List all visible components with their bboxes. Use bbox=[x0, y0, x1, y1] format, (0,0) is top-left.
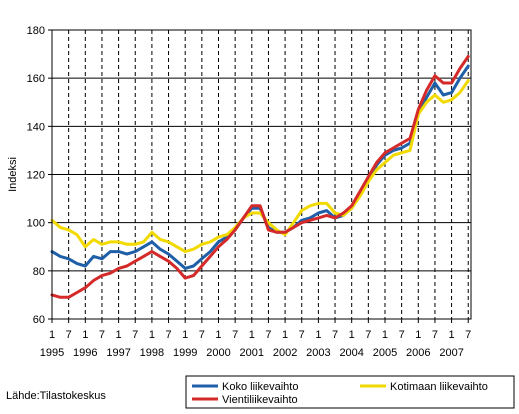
x-tick-month-label: 7 bbox=[232, 329, 238, 341]
y-tick-label: 180 bbox=[27, 25, 45, 37]
series-line-3 bbox=[50, 55, 470, 299]
x-tick-month-label: 1 bbox=[149, 329, 155, 341]
x-tick-month-label: 7 bbox=[99, 329, 105, 341]
x-tick-year-label: 2006 bbox=[406, 347, 430, 359]
x-tick-month-label: 1 bbox=[82, 329, 88, 341]
legend-label: Kotimaan liikevaihto bbox=[390, 381, 488, 393]
x-tick-year-label: 2001 bbox=[240, 347, 264, 359]
x-tick-month-label: 1 bbox=[382, 329, 388, 341]
x-tick-month-label: 7 bbox=[465, 329, 471, 341]
y-tick-label: 160 bbox=[27, 73, 45, 85]
x-tick-year-label: 2003 bbox=[306, 347, 330, 359]
x-tick-year-label: 1995 bbox=[40, 347, 64, 359]
source-note: Lähde:Tilastokeskus bbox=[6, 390, 106, 402]
legend-label: Koko liikevaihto bbox=[222, 381, 298, 393]
x-tick-month-label: 1 bbox=[282, 329, 288, 341]
x-tick-month-label: 1 bbox=[415, 329, 421, 341]
legend-box bbox=[185, 375, 515, 409]
y-axis-label: Indeksi bbox=[7, 157, 19, 192]
x-tick-year-label: 1999 bbox=[173, 347, 197, 359]
x-tick-month-label: 1 bbox=[215, 329, 221, 341]
x-tick-year-label: 2007 bbox=[439, 347, 463, 359]
x-tick-month-label: 1 bbox=[182, 329, 188, 341]
x-tick-year-label: 2000 bbox=[206, 347, 230, 359]
y-tick-label: 60 bbox=[33, 314, 45, 326]
x-tick-year-label: 1996 bbox=[73, 347, 97, 359]
x-tick-month-label: 7 bbox=[199, 329, 205, 341]
x-tick-month-label: 7 bbox=[66, 329, 72, 341]
x-tick-year-label: 1997 bbox=[106, 347, 130, 359]
y-tick-label: 80 bbox=[33, 266, 45, 278]
x-tick-month-label: 7 bbox=[365, 329, 371, 341]
grid bbox=[52, 30, 471, 319]
x-tick-year-label: 2005 bbox=[373, 347, 397, 359]
x-tick-year-label: 1998 bbox=[140, 347, 164, 359]
x-tick-month-label: 1 bbox=[315, 329, 321, 341]
legend-label: Vientiliikevaihto bbox=[222, 394, 298, 406]
y-tick-label: 100 bbox=[27, 218, 45, 230]
x-tick-month-label: 7 bbox=[132, 329, 138, 341]
x-tick-month-label: 7 bbox=[432, 329, 438, 341]
y-tick-label: 140 bbox=[27, 121, 45, 133]
x-tick-month-label: 7 bbox=[332, 329, 338, 341]
series-line-2 bbox=[50, 79, 470, 254]
x-tick-year-label: 2004 bbox=[339, 347, 363, 359]
x-tick-month-label: 1 bbox=[116, 329, 122, 341]
x-tick-month-label: 7 bbox=[299, 329, 305, 341]
series-lines bbox=[50, 55, 470, 299]
x-tick-month-label: 1 bbox=[249, 329, 255, 341]
x-tick-month-label: 1 bbox=[49, 329, 55, 341]
y-axis-ticks: 60 80 100 120 140 160 180 bbox=[27, 25, 52, 326]
y-tick-label: 120 bbox=[27, 170, 45, 182]
legend: Koko liikevaihto Kotimaan liikevaihto Vien… bbox=[185, 375, 515, 409]
series-line-1 bbox=[50, 64, 470, 270]
x-tick-month-label: 7 bbox=[399, 329, 405, 341]
x-tick-month-label: 7 bbox=[165, 329, 171, 341]
x-tick-month-label: 1 bbox=[349, 329, 355, 341]
x-tick-month-label: 7 bbox=[265, 329, 271, 341]
x-tick-year-label: 2002 bbox=[273, 347, 297, 359]
x-tick-month-label: 1 bbox=[449, 329, 455, 341]
